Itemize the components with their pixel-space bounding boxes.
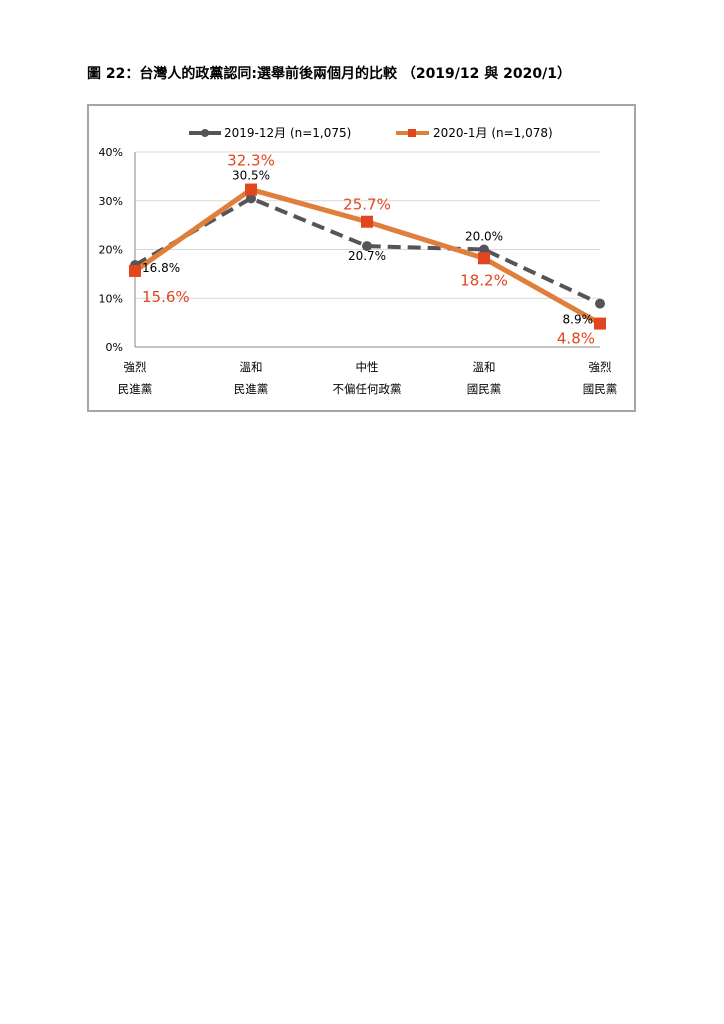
data-label-2020-1: 32.3% (227, 152, 275, 170)
data-label-2020-1: 25.7% (343, 196, 391, 214)
data-label-2020-1: 15.6% (142, 288, 190, 306)
data-point-2019-12 (595, 298, 605, 309)
data-point-2020-1 (594, 317, 606, 330)
chart-frame (87, 104, 636, 412)
x-tick-label: 國民黨 (583, 382, 618, 396)
x-tick-label: 民進黨 (118, 382, 153, 396)
x-tick-label: 強烈 (124, 360, 147, 374)
x-tick-label: 國民黨 (467, 382, 502, 396)
legend-label: 2020-1月 (n=1,078) (433, 126, 553, 140)
data-point-2019-12 (362, 241, 372, 252)
data-point-2020-1 (478, 252, 490, 265)
x-tick-label: 溫和 (473, 360, 496, 374)
figure-caption: 圖 22：台灣人的政黨認同:選舉前後兩個月的比較 （2019/12 與 2020… (87, 66, 571, 82)
data-label-2019-12: 20.7% (348, 249, 386, 263)
series-line-2019-12 (134, 196, 601, 306)
x-tick-label: 不偏任何政黨 (333, 382, 402, 396)
data-label-2019-12: 20.0% (465, 230, 503, 244)
x-tick-label: 中性 (356, 360, 379, 374)
data-point-2020-1 (361, 215, 373, 228)
data-point-2019-12 (246, 193, 256, 204)
data-label-2019-12: 30.5% (232, 168, 270, 182)
y-tick-label: 40% (99, 146, 123, 159)
x-tick-label: 溫和 (240, 360, 263, 374)
y-tick-label: 20% (99, 244, 123, 257)
data-label-2020-1: 18.2% (460, 271, 508, 289)
x-tick-label: 民進黨 (234, 382, 269, 396)
x-tick-label: 強烈 (589, 360, 612, 374)
data-label-2020-1: 4.8% (557, 330, 595, 348)
y-tick-label: 30% (99, 195, 123, 208)
data-point-2020-1 (245, 183, 257, 196)
y-tick-label: 0% (106, 341, 123, 354)
data-label-2019-12: 16.8% (142, 261, 180, 275)
data-point-2019-12 (479, 244, 489, 255)
legend-marker-2019-12 (201, 129, 209, 137)
data-label-2019-12: 8.9% (563, 313, 594, 327)
legend-marker-2020-1 (408, 129, 416, 137)
y-tick-label: 10% (99, 292, 123, 305)
legend-label: 2019-12月 (n=1,075) (224, 126, 351, 140)
data-point-2020-1 (129, 264, 141, 277)
